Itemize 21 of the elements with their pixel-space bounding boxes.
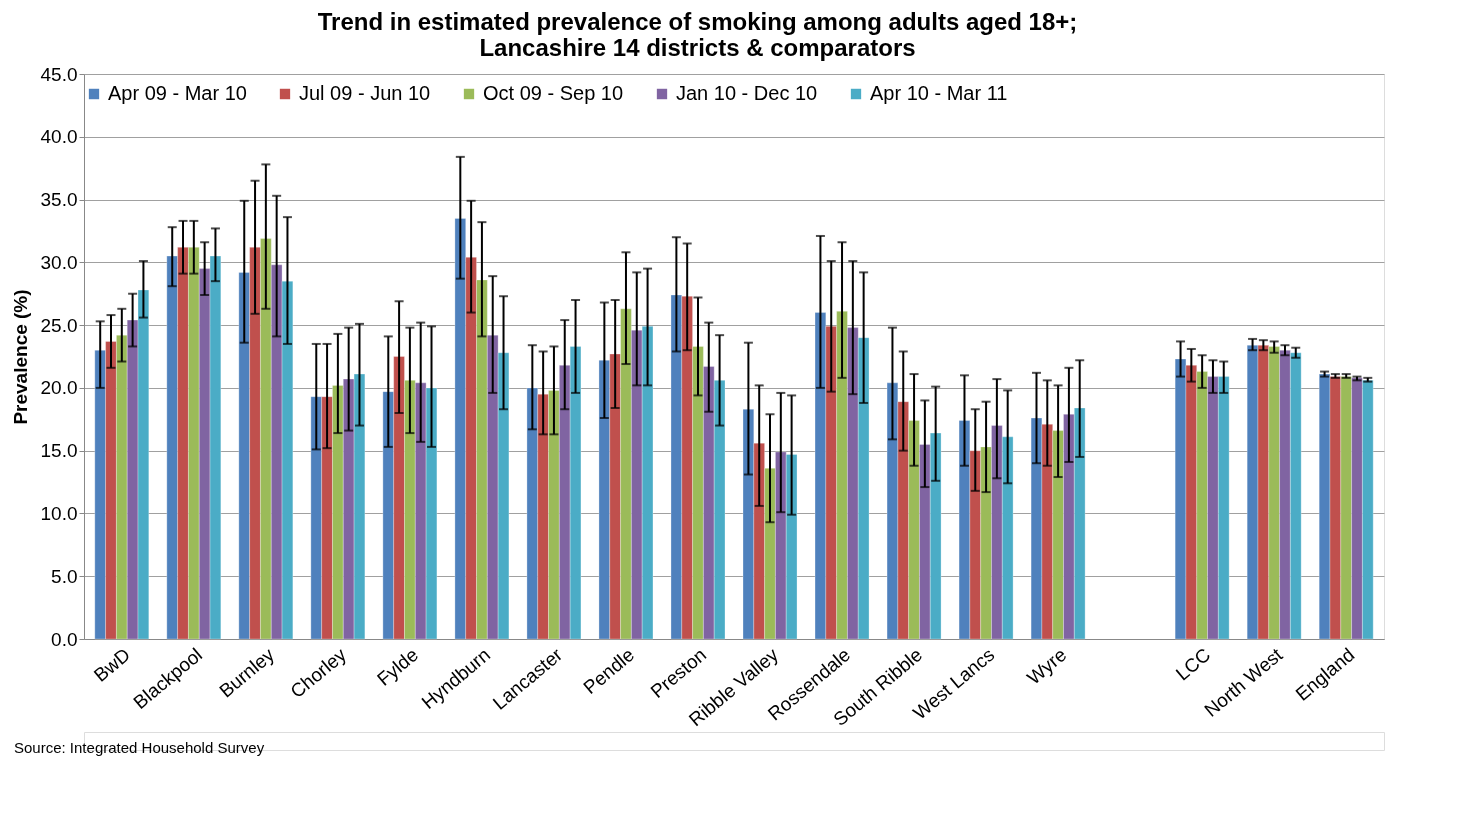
chart-title: Trend in estimated prevalence of smoking among adults aged 18+; Lancashire 14 districts & comparators: [317, 7, 1078, 61]
y-tick-label: 35.0: [40, 189, 78, 211]
legend-label: Oct 09 - Sep 10: [483, 82, 624, 104]
y-tick-label: 30.0: [40, 251, 78, 273]
legend-label: Jan 10 - Dec 10: [676, 82, 818, 104]
legend-label: Apr 10 - Mar 11: [870, 82, 1008, 104]
y-axis-title: Prevalence (%): [9, 289, 31, 425]
x-tick-label: LCC: [1171, 643, 1215, 685]
y-tick-label: 5.0: [51, 565, 78, 587]
source-note: Source: Integrated Household Survey: [14, 739, 265, 756]
x-tick-label: Wyre: [1022, 643, 1071, 689]
y-tick-label: 45.0: [40, 63, 78, 85]
legend-label: Jul 09 - Jun 10: [299, 82, 431, 104]
x-tick-label: BwD: [89, 643, 135, 686]
y-tick-label: 15.0: [40, 440, 78, 462]
y-tick-label: 0.0: [51, 628, 78, 650]
y-tick-label: 10.0: [40, 502, 78, 524]
legend-label: Apr 09 - Mar 10: [108, 82, 247, 104]
y-tick-label: 25.0: [40, 314, 78, 336]
y-tick-label: 20.0: [40, 377, 78, 399]
y-tick-label: 40.0: [40, 126, 78, 148]
